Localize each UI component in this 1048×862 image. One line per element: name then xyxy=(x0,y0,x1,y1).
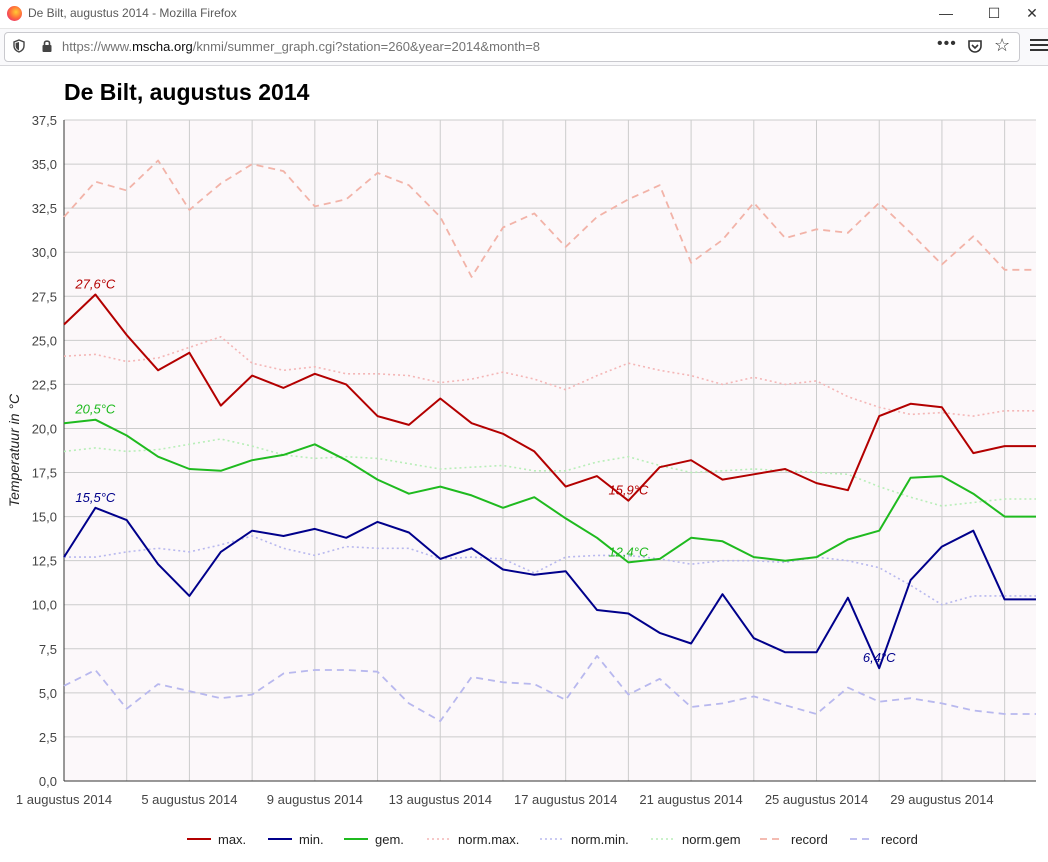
y-tick-label: 25,0 xyxy=(32,333,57,348)
bookmark-star-icon[interactable]: ☆ xyxy=(994,35,1011,55)
y-tick-label: 10,0 xyxy=(32,598,57,613)
url-host: mscha.org xyxy=(132,39,193,54)
annotation-label: 6,4°C xyxy=(863,650,896,665)
series-line-norm-gem xyxy=(63,438,1036,507)
pocket-icon[interactable] xyxy=(967,38,983,54)
x-tick-label: 25 augustus 2014 xyxy=(765,792,868,807)
legend-label: norm.gem xyxy=(682,832,741,847)
y-tick-label: 12,5 xyxy=(32,554,57,569)
x-tick-label: 9 augustus 2014 xyxy=(267,792,363,807)
y-tick-label: 35,0 xyxy=(32,157,57,172)
series-line-record-max xyxy=(63,159,1036,278)
series-line-max xyxy=(63,293,1036,502)
y-axis-label: Temperatuur in °C xyxy=(6,393,22,507)
annotations: 27,6°C 15,9°C 20,5°C 12,4°C 15,5°C 6,4°C xyxy=(74,277,896,666)
y-tick-label: 30,0 xyxy=(32,245,57,260)
legend-label: min. xyxy=(299,832,324,847)
temperature-chart: De Bilt, augustus 2014 0,0 2,5 5,0 7,5 10,0 1… xyxy=(6,79,1036,847)
y-tick-label: 20,0 xyxy=(32,421,57,436)
minimize-button[interactable]: — xyxy=(939,5,953,21)
y-tick-label: 15,0 xyxy=(32,510,57,525)
firefox-logo-icon xyxy=(7,6,22,21)
x-axis-ticks: 1 augustus 2014 5 augustus 2014 9 augustus… xyxy=(16,792,994,807)
series-line-norm-max xyxy=(63,335,1036,417)
legend-label: record xyxy=(791,832,828,847)
x-tick-label: 5 augustus 2014 xyxy=(141,792,237,807)
x-tick-label: 29 augustus 2014 xyxy=(890,792,993,807)
legend-item-record-max[interactable]: record xyxy=(760,832,828,847)
legend-item-min[interactable]: min. xyxy=(268,832,324,847)
legend-label: norm.min. xyxy=(571,832,629,847)
legend-label: record xyxy=(881,832,918,847)
annotation-label: 27,6°C xyxy=(74,277,116,292)
y-tick-label: 2,5 xyxy=(39,730,57,745)
series-line-min xyxy=(63,506,1036,670)
url-prefix: https://www. xyxy=(62,39,133,54)
legend-item-record-min[interactable]: record xyxy=(850,832,918,847)
legend-label: norm.max. xyxy=(458,832,519,847)
series-lines xyxy=(63,159,1036,722)
legend-item-norm-gem[interactable]: norm.gem xyxy=(651,832,741,847)
y-tick-label: 32,5 xyxy=(32,201,57,216)
y-tick-label: 7,5 xyxy=(39,642,57,657)
legend-item-max[interactable]: max. xyxy=(187,832,246,847)
y-tick-label: 37,5 xyxy=(32,113,57,128)
page-actions-more-icon[interactable]: ••• xyxy=(937,35,957,52)
y-tick-label: 22,5 xyxy=(32,377,57,392)
url-text[interactable]: https://www.mscha.org/knmi/summer_graph.… xyxy=(62,39,540,54)
y-tick-label: 5,0 xyxy=(39,686,57,701)
y-tick-label: 17,5 xyxy=(32,466,57,481)
url-path: /knmi/summer_graph.cgi?station=260&year=… xyxy=(192,39,541,54)
annotation-label: 20,5°C xyxy=(74,402,116,417)
y-tick-label: 0,0 xyxy=(39,774,57,789)
legend-label: gem. xyxy=(375,832,404,847)
annotation-label: 15,5°C xyxy=(75,490,116,505)
annotation-label: 12,4°C xyxy=(608,544,649,559)
tracking-protection-shield-icon[interactable] xyxy=(13,39,25,53)
x-tick-label: 1 augustus 2014 xyxy=(16,792,112,807)
lock-icon[interactable] xyxy=(41,39,53,53)
x-tick-label: 17 augustus 2014 xyxy=(514,792,617,807)
close-button[interactable]: ✕ xyxy=(1026,5,1038,21)
y-tick-label: 27,5 xyxy=(32,289,57,304)
window-titlebar: De Bilt, augustus 2014 - Mozilla Firefox… xyxy=(0,0,1048,29)
x-tick-label: 21 augustus 2014 xyxy=(639,792,742,807)
page-content: De Bilt, augustus 2014 0,0 2,5 5,0 7,5 10,0 1… xyxy=(0,66,1048,862)
plot-area xyxy=(64,120,1036,781)
maximize-button[interactable]: ☐ xyxy=(987,5,1001,21)
legend-item-gem[interactable]: gem. xyxy=(344,832,404,847)
annotation-label: 15,9°C xyxy=(608,483,649,498)
x-tick-label: 13 augustus 2014 xyxy=(389,792,492,807)
legend-item-norm-min[interactable]: norm.min. xyxy=(540,832,629,847)
legend: max. min. gem. norm.max. norm.min. norm.gem re… xyxy=(187,832,918,847)
navigation-toolbar: https://www.mscha.org/knmi/summer_graph.… xyxy=(0,29,1048,66)
hamburger-menu-icon[interactable] xyxy=(1030,36,1048,54)
window-title: De Bilt, augustus 2014 - Mozilla Firefox xyxy=(28,6,237,20)
chart-title: De Bilt, augustus 2014 xyxy=(64,79,310,105)
legend-item-norm-max[interactable]: norm.max. xyxy=(427,832,519,847)
series-line-gem xyxy=(63,418,1036,564)
series-line-record-min xyxy=(63,655,1036,722)
legend-label: max. xyxy=(218,832,246,847)
y-axis-ticks: 0,0 2,5 5,0 7,5 10,0 12,5 15,0 17,5 20,0 22,5 25,0… xyxy=(32,113,57,789)
url-bar[interactable]: https://www.mscha.org/knmi/summer_graph.… xyxy=(4,32,1020,62)
